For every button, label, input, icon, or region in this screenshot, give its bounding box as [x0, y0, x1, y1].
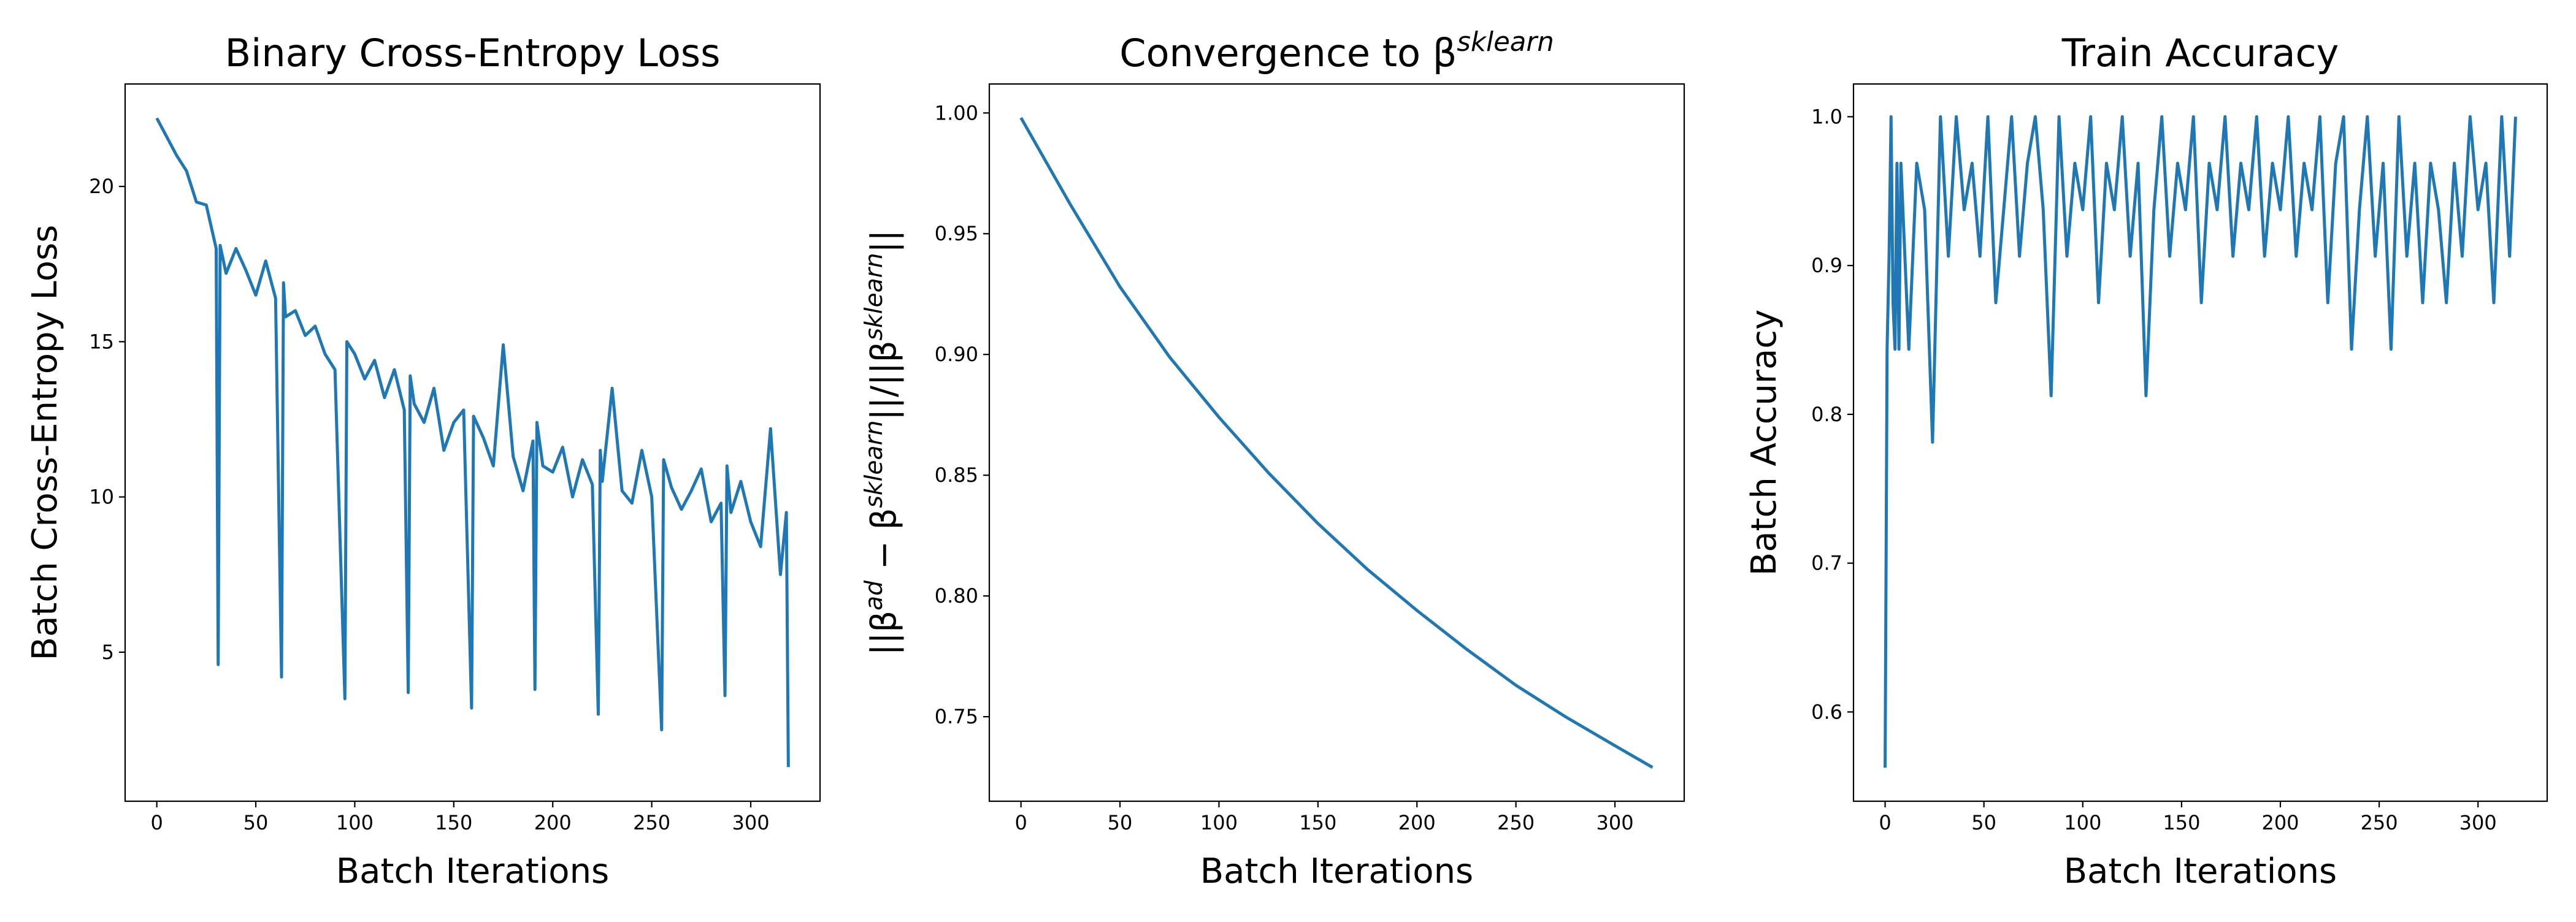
- text-part: Train Accuracy: [2061, 31, 2339, 75]
- x-tick-label: 0: [150, 811, 163, 834]
- superscript: sklearn: [861, 421, 888, 508]
- x-tick-label: 0: [1879, 811, 1891, 834]
- y-tick-label: 0.75: [935, 705, 978, 728]
- x-tick-label: 50: [1108, 811, 1133, 834]
- y-tick-label: 10: [89, 486, 114, 509]
- subplot: 0 50 100 150 200 250 300 0.6 0.7 0.8 0.9 1.0 Train A…: [1744, 31, 2548, 891]
- y-tick-label: 0.85: [935, 463, 978, 487]
- y-tick-label: 0.7: [1811, 552, 1842, 575]
- x-tick-label: 250: [633, 811, 670, 834]
- superscript: sklearn: [861, 253, 888, 340]
- text-part: Batch Cross-Entropy Loss: [25, 225, 65, 661]
- text-part: Batch Accuracy: [1744, 310, 1784, 576]
- subplot: 0 50 100 150 200 250 300 0.75 0.80 0.85 0.90 0.95 1.…: [861, 27, 1685, 891]
- y-tick-label: 1.00: [935, 101, 978, 124]
- x-tick-label: 200: [1398, 811, 1436, 834]
- y-axis-label: Batch Cross-Entropy Loss: [25, 225, 65, 661]
- axes-frame: [1852, 83, 2548, 802]
- y-tick-label: 1.0: [1811, 105, 1842, 128]
- x-tick-label: 300: [1596, 811, 1633, 834]
- subplot: 0 50 100 150 200 250 300 5 10 15 20 Binary Cross-En…: [25, 31, 821, 891]
- y-axis-label: Batch Accuracy: [1744, 310, 1784, 576]
- text-part: Convergence to β: [1119, 31, 1457, 75]
- data-line: [155, 117, 790, 768]
- data-line: [1884, 115, 2517, 768]
- x-tick-label: 100: [2064, 811, 2101, 834]
- y-axis-label: ||βad − βsklearn||/||βsklearn||: [861, 230, 905, 656]
- y-tick-label: 0.9: [1811, 254, 1842, 277]
- y-tick-label: 0.95: [935, 222, 978, 245]
- text-part: ||: [864, 230, 904, 253]
- chart-title: Train Accuracy: [2061, 31, 2339, 75]
- x-tick-label: 100: [1200, 811, 1238, 834]
- x-tick-label: 150: [2163, 811, 2200, 834]
- y-tick-label: 15: [89, 330, 114, 353]
- x-axis-label: Batch Iterations: [1200, 852, 1473, 891]
- y-tick-label: 0.8: [1811, 403, 1842, 426]
- y-tick-label: 0.80: [935, 584, 978, 608]
- text-part: ||β: [864, 611, 904, 655]
- x-tick-label: 50: [243, 811, 269, 834]
- x-tick-label: 150: [435, 811, 472, 834]
- superscript: ad: [861, 580, 888, 611]
- x-tick-label: 150: [1299, 811, 1336, 834]
- x-tick-label: 300: [2459, 811, 2497, 834]
- y-tick-label: 5: [102, 641, 114, 664]
- chart-title: Binary Cross-Entropy Loss: [225, 31, 721, 75]
- x-tick-label: 300: [732, 811, 769, 834]
- x-tick-label: 200: [534, 811, 572, 834]
- axes-frame: [124, 83, 821, 802]
- superscript: sklearn: [1457, 27, 1554, 58]
- y-tick-label: 0.6: [1811, 700, 1842, 723]
- x-axis-label: Batch Iterations: [336, 852, 609, 891]
- x-tick-label: 0: [1014, 811, 1027, 834]
- axes-frame: [988, 83, 1685, 802]
- text-part: − β: [864, 508, 904, 581]
- data-line: [1019, 116, 1654, 769]
- x-tick-label: 50: [1971, 811, 1996, 834]
- chart-title: Convergence to βsklearn: [1119, 27, 1554, 75]
- x-tick-label: 200: [2261, 811, 2299, 834]
- x-axis-label: Batch Iterations: [2064, 852, 2337, 891]
- text-part: ||/||β: [864, 341, 904, 421]
- y-tick-label: 20: [89, 175, 114, 198]
- x-tick-label: 100: [336, 811, 374, 834]
- text-part: Binary Cross-Entropy Loss: [225, 31, 721, 75]
- x-tick-label: 250: [2361, 811, 2398, 834]
- y-tick-label: 0.90: [935, 343, 978, 366]
- x-tick-label: 250: [1497, 811, 1535, 834]
